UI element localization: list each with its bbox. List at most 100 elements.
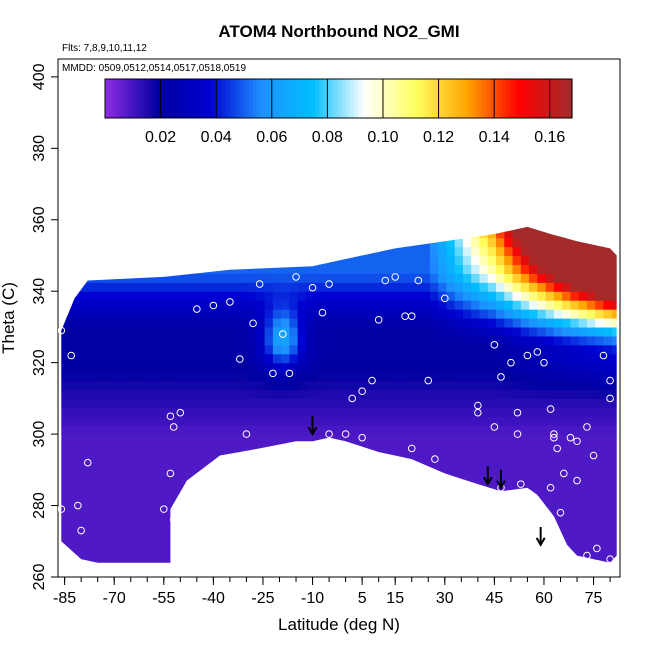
flight-point: [560, 469, 568, 478]
flight-track-points: [58, 273, 614, 563]
x-tick-label: -70: [103, 590, 126, 607]
flight-point: [497, 373, 505, 381]
flight-point: [74, 501, 82, 510]
colorbar-tick-label: 0.04: [201, 129, 232, 146]
x-tick-label: -40: [202, 590, 225, 607]
flight-point: [589, 451, 598, 460]
flight-point: [279, 330, 287, 338]
flight-point: [513, 408, 522, 417]
flight-point: [176, 501, 185, 510]
flight-point: [490, 423, 499, 431]
flight-point: [533, 348, 542, 356]
flight-point: [540, 358, 548, 367]
y-tick-label: 360: [31, 206, 48, 233]
flight-point: [474, 408, 482, 417]
wind-arrows: [307, 416, 546, 547]
flight-point: [77, 273, 85, 281]
flight-point: [358, 433, 366, 442]
flight-point: [599, 351, 608, 360]
x-tick-label: 30: [436, 590, 454, 607]
flight-point: [374, 315, 383, 324]
flight-point: [341, 430, 350, 438]
x-tick-label: -85: [53, 590, 76, 607]
x-tick-label: 5: [358, 590, 367, 607]
flight-point: [391, 273, 400, 281]
x-tick-label: 15: [386, 590, 404, 607]
colorbar-tick-label: 0.10: [367, 129, 398, 146]
flight-point: [58, 505, 66, 513]
x-axis: -85 -70 -55 -40 -25 -10 5 15 30 45 60 75: [53, 577, 611, 607]
flight-point: [348, 394, 357, 403]
flight-point: [573, 437, 581, 446]
colorbar-tick-label: 0.12: [423, 129, 454, 146]
x-tick-label: 45: [485, 590, 503, 607]
flight-point: [193, 305, 201, 313]
flight-point: [226, 298, 234, 306]
flight-point: [407, 444, 416, 453]
x-tick-label: -25: [251, 590, 274, 607]
flight-point: [308, 283, 317, 292]
flight-point: [358, 387, 366, 396]
no2-field: [61, 226, 617, 563]
arrow-marker: [496, 469, 506, 490]
flight-point: [176, 408, 185, 417]
x-tick-label: 60: [535, 590, 553, 607]
flight-point: [606, 376, 614, 385]
flight-point: [169, 423, 178, 431]
flight-point: [550, 430, 558, 438]
flight-point: [166, 469, 175, 478]
arrow-marker: [535, 526, 546, 547]
flight-point: [593, 544, 601, 553]
y-tick-label: 320: [31, 349, 48, 376]
x-tick-label: -10: [301, 590, 324, 607]
flight-point: [414, 276, 423, 285]
flight-point: [166, 412, 175, 421]
flight-point: [318, 308, 327, 317]
flight-point: [325, 430, 333, 438]
flight-point: [424, 376, 433, 385]
flight-point: [490, 340, 499, 349]
flight-point: [169, 516, 178, 524]
flight-point: [292, 273, 300, 281]
y-axis-label: Theta (C): [0, 282, 18, 354]
chart-dates-label: MMDD: 0509,0512,0514,0517,0518,0519: [62, 63, 246, 74]
flight-point: [242, 430, 251, 438]
flight-point: [159, 505, 168, 513]
flight-point: [440, 294, 449, 303]
flight-point: [58, 326, 66, 335]
x-axis-label: Latitude (deg N): [278, 615, 400, 634]
colorbar-tick-label: 0.16: [534, 129, 565, 146]
flight-point: [83, 458, 92, 467]
flight-point: [507, 358, 515, 367]
flight-point: [556, 508, 565, 517]
flight-point: [209, 301, 218, 310]
flight-point: [606, 555, 614, 563]
flight-point: [431, 455, 439, 463]
y-tick-label: 300: [31, 421, 48, 448]
flight-point: [523, 351, 532, 360]
flight-point: [517, 480, 525, 488]
flight-point: [368, 376, 376, 385]
colorbar-tick-label: 0.02: [145, 129, 176, 146]
flight-point: [249, 319, 257, 328]
arrow-marker: [307, 416, 318, 437]
flight-point: [583, 423, 591, 431]
flight-point: [553, 444, 561, 453]
colorbar: 0.02 0.04 0.06 0.08 0.10 0.12 0.14 0.16: [104, 78, 573, 146]
y-tick-label: 340: [31, 278, 48, 305]
y-axis: 260 280 300 320 340 360 380 400: [31, 63, 58, 590]
plot-frame: [57, 58, 621, 578]
flight-point: [546, 405, 555, 413]
flight-point: [513, 430, 522, 438]
flight-point: [325, 280, 333, 288]
flight-point: [474, 401, 482, 410]
flight-point: [566, 433, 575, 442]
flight-point: [77, 526, 85, 535]
arrow-marker: [482, 466, 493, 487]
chart-title: ATOM4 Northbound NO2_GMI: [218, 22, 459, 41]
y-tick-label: 400: [31, 63, 48, 90]
flight-point: [67, 351, 76, 360]
x-tick-label: 75: [585, 590, 603, 607]
flight-point: [546, 483, 555, 492]
